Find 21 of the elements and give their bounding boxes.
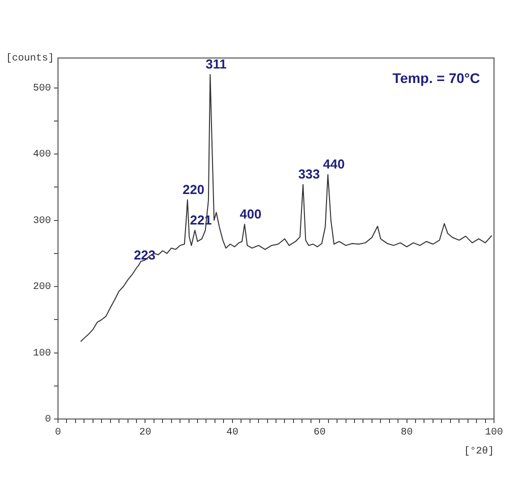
x-axis-title: [°2θ] — [464, 446, 494, 458]
annotation: 400 — [240, 206, 262, 222]
annotation: 223 — [134, 247, 156, 262]
x-tick-label: 80 — [400, 428, 413, 439]
x-tick-label: 0 — [54, 428, 62, 439]
y-tick-label: 300 — [32, 216, 52, 227]
y-tick-label: 500 — [32, 83, 52, 94]
y-tick-label: 200 — [32, 282, 52, 294]
annotation: Temp. = 70°C — [392, 70, 480, 86]
y-axis-title: [counts] — [6, 52, 54, 65]
x-tick-label: 100 — [484, 428, 504, 439]
annotation: 220 — [182, 182, 204, 197]
y-tick-label: 400 — [32, 150, 52, 161]
y-tick-label: 100 — [32, 348, 52, 360]
annotation: 440 — [323, 156, 345, 172]
x-tick-label: 60 — [314, 428, 326, 439]
y-tick-label: 0 — [44, 414, 52, 426]
x-tick-label: 40 — [226, 428, 238, 439]
annotation: 333 — [298, 166, 320, 182]
annotation: 311 — [206, 56, 227, 72]
x-tick-label: 20 — [139, 428, 152, 439]
